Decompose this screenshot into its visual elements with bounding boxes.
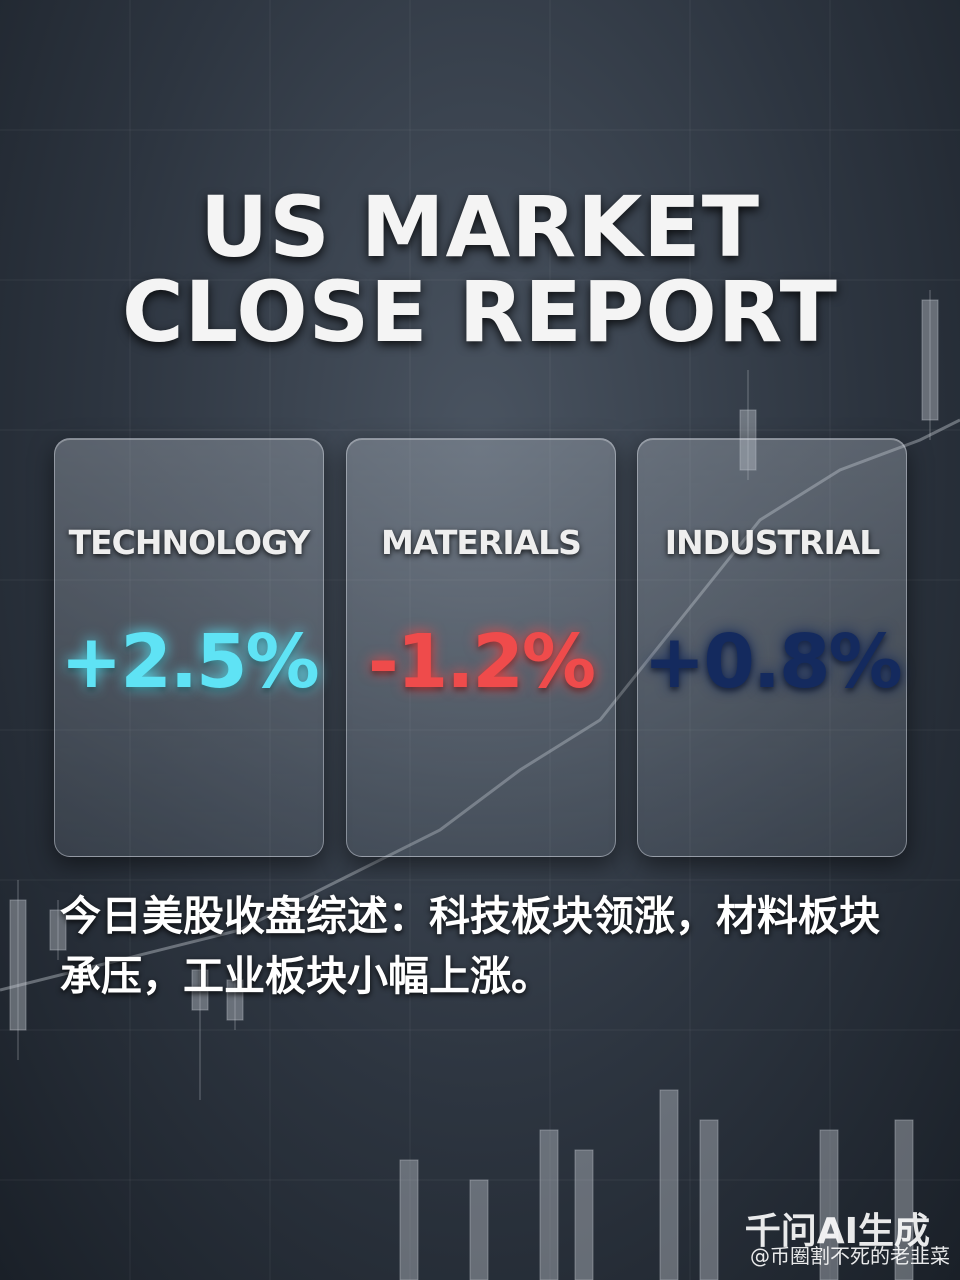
summary-text: 今日美股收盘综述：科技板块领涨，材料板块承压，工业板块小幅上涨。 <box>60 892 880 1000</box>
trend-line <box>0 418 960 992</box>
title-line: US MARKET <box>199 178 760 276</box>
sector-change: +2.5% <box>60 619 319 705</box>
sector-change: +0.8% <box>643 619 902 705</box>
sector-label: TECHNOLOGY <box>68 523 311 562</box>
watermark-user: @币圈割不死的老韭菜 <box>750 1244 950 1268</box>
sector-label: MATERIALS <box>381 523 582 562</box>
sector-change: -1.2% <box>368 619 596 705</box>
title-line: CLOSE REPORT <box>122 263 838 361</box>
watermark-brand: 千问AI生成 <box>744 1211 930 1252</box>
sector-label: INDUSTRIAL <box>664 523 881 562</box>
sector-card: INDUSTRIAL +0.8% <box>637 438 907 857</box>
candles <box>9 290 939 1280</box>
sector-card: MATERIALS -1.2% <box>346 438 616 857</box>
sector-card: TECHNOLOGY +2.5% <box>54 438 324 857</box>
